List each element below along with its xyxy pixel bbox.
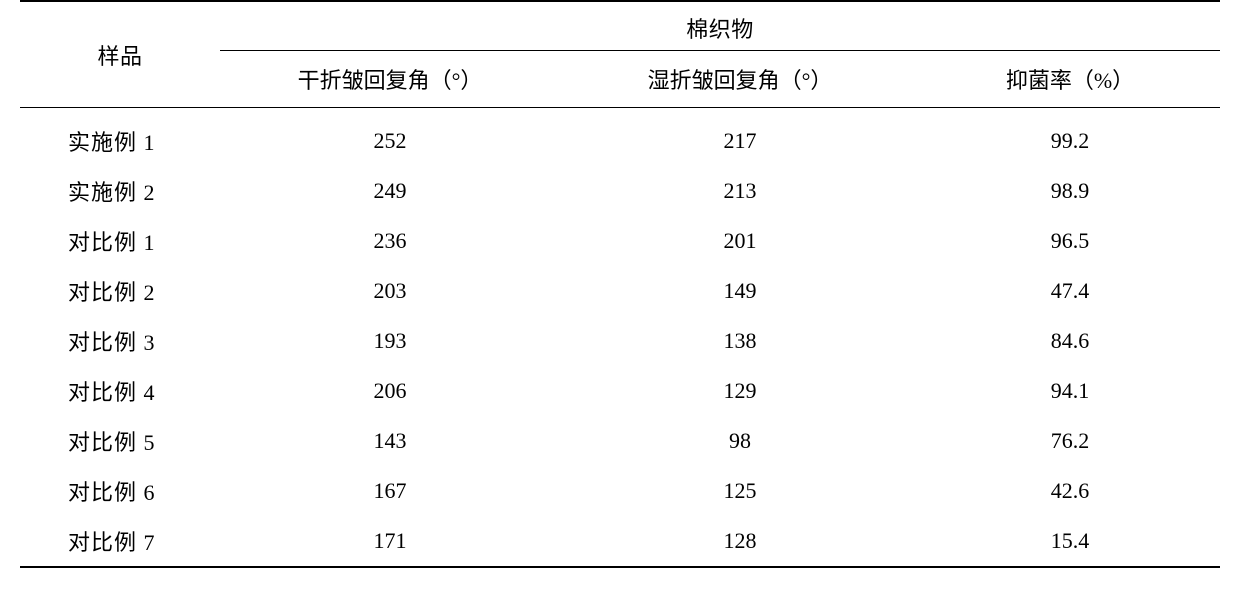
cell-wet: 125 (560, 466, 920, 516)
cell-dry: 206 (220, 366, 560, 416)
col-header-sample: 样品 (20, 1, 220, 108)
table-row: 对比例 5 143 98 76.2 (20, 416, 1220, 466)
cell-rate: 94.1 (920, 366, 1220, 416)
cell-wet: 98 (560, 416, 920, 466)
cell-wet: 213 (560, 166, 920, 216)
cell-rate: 96.5 (920, 216, 1220, 266)
cell-dry: 193 (220, 316, 560, 366)
cell-rate: 42.6 (920, 466, 1220, 516)
cell-sample: 对比例 6 (20, 466, 220, 516)
cell-rate: 15.4 (920, 516, 1220, 567)
cell-dry: 252 (220, 108, 560, 167)
cell-wet: 149 (560, 266, 920, 316)
cell-wet: 128 (560, 516, 920, 567)
col-header-wet-angle: 湿折皱回复角（°） (560, 51, 920, 108)
cell-dry: 171 (220, 516, 560, 567)
cell-sample: 对比例 3 (20, 316, 220, 366)
cell-rate: 47.4 (920, 266, 1220, 316)
table-row: 对比例 3 193 138 84.6 (20, 316, 1220, 366)
cell-sample: 对比例 5 (20, 416, 220, 466)
cell-rate: 99.2 (920, 108, 1220, 167)
cell-rate: 84.6 (920, 316, 1220, 366)
table-body: 实施例 1 252 217 99.2 实施例 2 249 213 98.9 对比… (20, 108, 1220, 568)
cell-dry: 167 (220, 466, 560, 516)
table-row: 实施例 1 252 217 99.2 (20, 108, 1220, 167)
cell-rate: 76.2 (920, 416, 1220, 466)
col-header-antibacterial-rate: 抑菌率（%） (920, 51, 1220, 108)
col-header-dry-angle: 干折皱回复角（°） (220, 51, 560, 108)
cell-wet: 217 (560, 108, 920, 167)
cell-sample: 对比例 1 (20, 216, 220, 266)
cell-wet: 138 (560, 316, 920, 366)
cell-sample: 对比例 4 (20, 366, 220, 416)
cell-wet: 129 (560, 366, 920, 416)
table-header: 样品 棉织物 干折皱回复角（°） 湿折皱回复角（°） 抑菌率（%） (20, 1, 1220, 108)
cell-sample: 对比例 7 (20, 516, 220, 567)
cell-sample: 对比例 2 (20, 266, 220, 316)
table-row: 实施例 2 249 213 98.9 (20, 166, 1220, 216)
table-row: 对比例 1 236 201 96.5 (20, 216, 1220, 266)
cell-sample: 实施例 1 (20, 108, 220, 167)
col-header-group-cotton: 棉织物 (220, 1, 1220, 51)
cell-dry: 236 (220, 216, 560, 266)
table-row: 对比例 4 206 129 94.1 (20, 366, 1220, 416)
cell-sample: 实施例 2 (20, 166, 220, 216)
cell-wet: 201 (560, 216, 920, 266)
results-table: 样品 棉织物 干折皱回复角（°） 湿折皱回复角（°） 抑菌率（%） 实施例 1 … (20, 0, 1220, 568)
cell-dry: 143 (220, 416, 560, 466)
results-table-container: 样品 棉织物 干折皱回复角（°） 湿折皱回复角（°） 抑菌率（%） 实施例 1 … (20, 0, 1220, 568)
table-row: 对比例 6 167 125 42.6 (20, 466, 1220, 516)
table-row: 对比例 7 171 128 15.4 (20, 516, 1220, 567)
table-row: 对比例 2 203 149 47.4 (20, 266, 1220, 316)
cell-dry: 203 (220, 266, 560, 316)
cell-rate: 98.9 (920, 166, 1220, 216)
cell-dry: 249 (220, 166, 560, 216)
